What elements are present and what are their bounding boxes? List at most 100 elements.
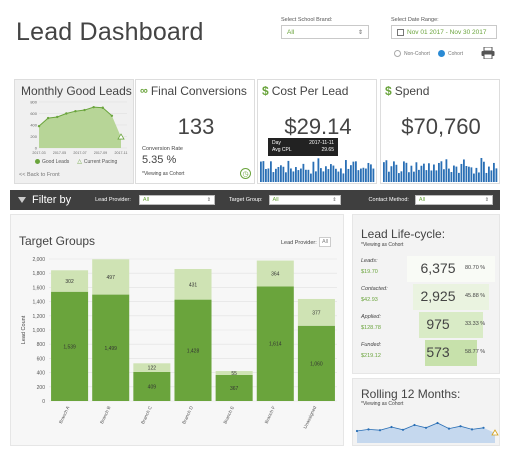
bar-top-label: 122 [148, 366, 157, 372]
spark-bar [275, 168, 277, 182]
spark-bar [337, 171, 340, 182]
lifecycle-stage-label: Funded: [361, 342, 382, 348]
bar-base-label: 367 [230, 386, 239, 392]
spark-bar [440, 161, 443, 182]
y-tick-label: 800 [37, 342, 46, 348]
date-range-input[interactable]: Nov 01 2017 - Nov 30 2017 [391, 25, 497, 39]
radio-noncohort-label: Non-Cohort [404, 50, 430, 57]
category-label: Branch B [99, 405, 112, 424]
y-axis-label: Lead Count [21, 315, 27, 344]
bar-top-label: 377 [312, 310, 321, 316]
target-group-select[interactable]: All ⇕ [268, 195, 341, 205]
spark-bar [315, 171, 317, 182]
target-groups-provider-select[interactable]: All [319, 237, 332, 247]
spark-bar [435, 170, 438, 182]
contact-method-value: All [418, 197, 426, 203]
spark-bar [295, 167, 297, 182]
card-cost-per-lead[interactable]: $ Cost Per Lead $29.14 Day 2017-11-11 Avg… [257, 79, 377, 184]
spark-bar [433, 164, 435, 182]
spark-bar [270, 161, 272, 182]
date-range-value: Nov 01 2017 - Nov 30 2017 [407, 28, 487, 36]
chart-tooltip: Day 2017-11-11 Avg CPL 29.65 [268, 138, 338, 156]
lifecycle-stage-label: Applied: [361, 314, 381, 320]
pacing-triangle-icon [491, 429, 499, 436]
spark-bar [480, 158, 483, 182]
school-brand-select[interactable]: All ⇕ [281, 25, 369, 39]
card-title: Spend [394, 84, 430, 98]
spark-bar [453, 165, 455, 182]
good-leads-chart: 800 600 400 200 0 2017-03 2017-05 2017-07 2017-… [30, 100, 128, 156]
funnel-band [425, 340, 477, 366]
spark-bar [493, 162, 495, 182]
spark-bar [352, 161, 355, 182]
spark-bar [312, 161, 315, 182]
back-to-front-link[interactable]: << Back to Front [19, 172, 60, 178]
bar-top [174, 269, 212, 300]
lifecycle-stage-percent: 45.88 % [465, 293, 486, 299]
clock-icon[interactable]: ◷ [240, 168, 251, 179]
lifecycle-row: Leads: $19.70 6,375 80.70 % [353, 255, 501, 283]
y-tick-label: 600 [30, 111, 37, 116]
x-tick-label: 2017-11 [115, 151, 128, 155]
good-leads-legend: Good Leads △ Current Pacing [35, 158, 117, 165]
select-arrows-icon: ⇕ [206, 197, 211, 203]
card-spend[interactable]: $ Spend $70,760 [380, 79, 500, 184]
radio-noncohort[interactable]: Non-Cohort [394, 50, 430, 57]
good-leads-point [74, 110, 77, 113]
tooltip-cpl-value: 29.65 [321, 147, 334, 153]
bar-top [133, 363, 171, 372]
good-leads-area [39, 107, 121, 148]
bar-top [297, 298, 335, 326]
contact-method-label: Contact Method: [368, 197, 409, 203]
lifecycle-stage-cost: $42.93 [361, 297, 378, 303]
spark-bar [408, 172, 410, 182]
spark-bar [450, 172, 453, 182]
lead-provider-label: Lead Provider: [95, 197, 131, 203]
spark-bar [445, 159, 448, 182]
rolling-line [356, 422, 484, 432]
lifecycle-row: Funded: $219.12 573 58.77 % [353, 339, 501, 367]
spark-bar [455, 166, 458, 182]
spark-bar [347, 168, 350, 182]
spark-bar [335, 168, 337, 182]
category-label: Branch D [181, 405, 194, 425]
spark-bar [272, 172, 275, 182]
print-icon[interactable] [481, 46, 495, 60]
radio-cohort[interactable]: Cohort [438, 50, 463, 57]
bar-base [133, 371, 171, 401]
spark-bar [418, 169, 420, 182]
card-final-conversions[interactable]: ∞ Final Conversions 133 Conversion Rate … [135, 79, 255, 184]
link-icon: ∞ [140, 85, 148, 97]
contact-method-select[interactable]: All ⇕ [414, 195, 493, 205]
funnel-band [419, 312, 483, 338]
spark-bar [262, 161, 265, 182]
bar-top-label: 55 [231, 371, 237, 377]
spark-bar [342, 173, 345, 182]
card-monthly-good-leads[interactable]: Monthly Good Leads 800 600 400 200 0 2017-03… [14, 79, 134, 184]
rolling-point [447, 427, 451, 430]
spark-bar [297, 170, 300, 182]
spark-bar [292, 171, 295, 182]
rolling-point [378, 429, 382, 432]
lead-provider-select[interactable]: All ⇕ [138, 195, 215, 205]
category-label: Branch A [58, 404, 71, 424]
lifecycle-row: Applied: $128.78 975 33.33 % [353, 311, 501, 339]
bar-base [174, 299, 212, 401]
target-groups-panel: Target Groups Lead Provider: All 2,000 1,… [10, 214, 344, 446]
spark-bar [393, 161, 395, 182]
rolling-point [436, 421, 439, 425]
y-tick-label: 1,000 [32, 328, 45, 334]
bar-base [297, 325, 335, 401]
spark-bar [372, 168, 375, 182]
bar-top-label: 302 [65, 279, 74, 285]
spark-bar [310, 173, 312, 182]
lifecycle-stage-percent: 58.77 % [465, 349, 486, 355]
funnel-band [407, 256, 495, 282]
rolling-point [367, 428, 370, 431]
spark-bar [285, 172, 287, 182]
school-brand-value: All [287, 28, 295, 36]
bar-top [51, 270, 89, 292]
card-title: Final Conversions [150, 84, 247, 98]
rolling-title: Rolling 12 Months: [361, 387, 461, 401]
y-tick-label: 1,400 [32, 300, 45, 306]
